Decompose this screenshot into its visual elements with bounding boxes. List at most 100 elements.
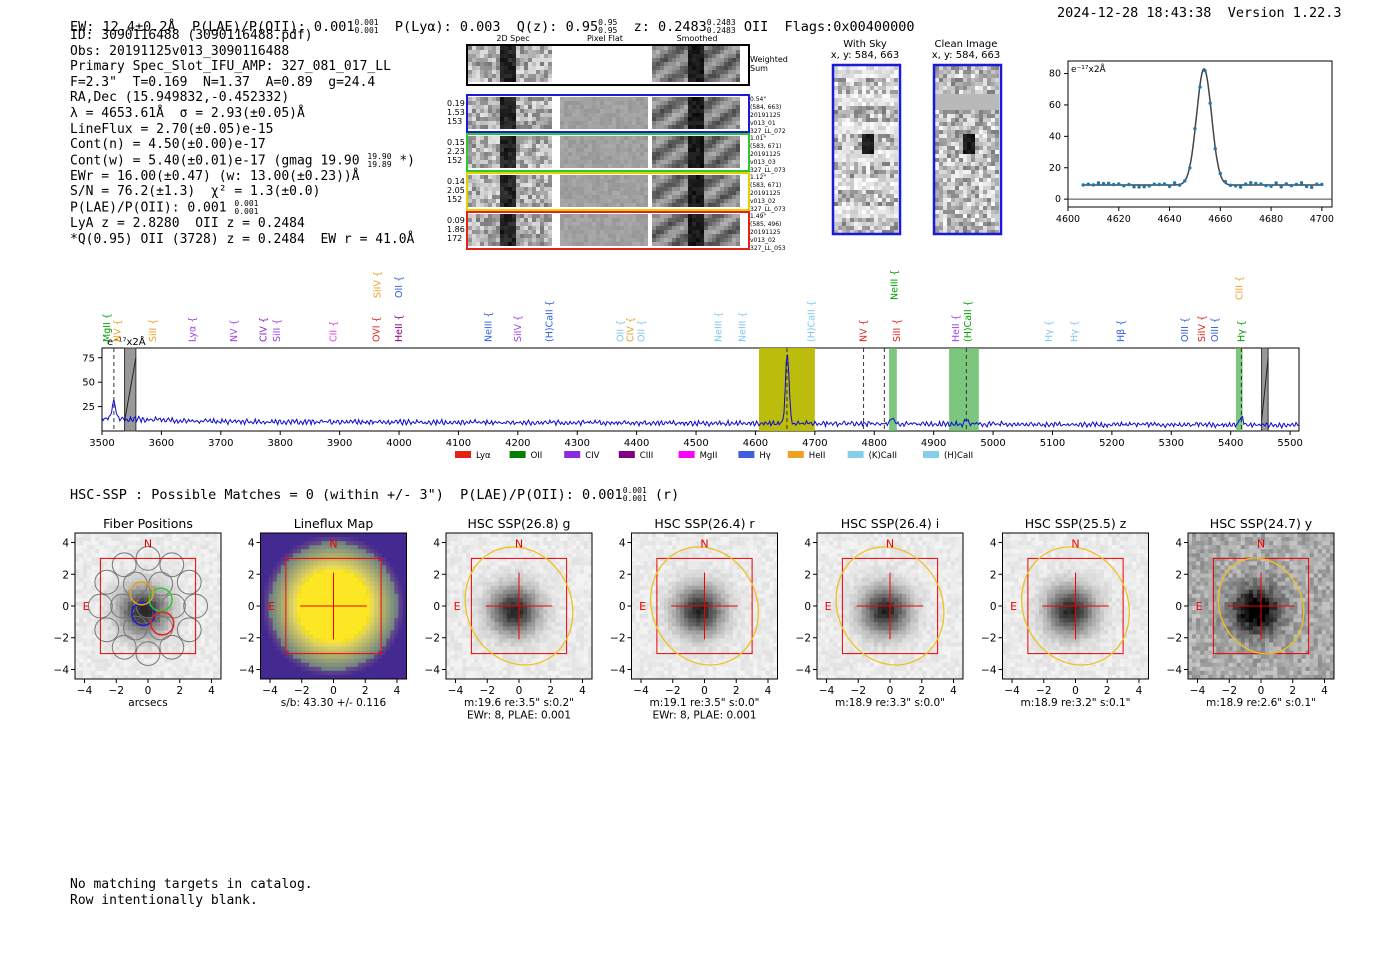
aperture-box — [99, 557, 197, 655]
fit-data-point — [1132, 185, 1136, 189]
emission-line-label: CIV { — [259, 317, 270, 342]
fit-data-point — [1254, 181, 1258, 186]
hsc-y-tick-label: 0 — [248, 601, 255, 613]
hsc-y-tick-label: −2 — [610, 633, 625, 645]
z-line-name: OII — [743, 19, 769, 35]
hsc-panel-caption: m:18.9 re:3.2" s:0.1" — [1021, 697, 1131, 709]
cutout-row-frame — [466, 172, 750, 211]
spectrum-x-tick-label: 5100 — [1040, 438, 1065, 449]
hsc-x-tick-label: −2 — [109, 685, 124, 697]
hsc-x-tick-label: 0 — [887, 685, 894, 697]
info-line: Obs: 20191125v013_3090116488 — [70, 43, 290, 59]
fit-y-tick-label: 60 — [1049, 100, 1061, 111]
hsc-y-tick-label: 2 — [62, 569, 69, 581]
cutout-row-value: 172 — [447, 234, 462, 243]
spectrum-x-tick-label: 3500 — [89, 438, 114, 449]
selected-fiber — [129, 581, 154, 606]
fit-data-point — [1198, 85, 1202, 89]
spectrum-band — [889, 348, 897, 431]
hsc-y-tick-label: 4 — [248, 538, 255, 550]
hsc-y-tick-label: −2 — [1167, 633, 1182, 645]
cutout-strip — [560, 214, 648, 246]
spectrum-x-tick-label: 4300 — [565, 438, 590, 449]
galaxy-ellipse — [464, 546, 574, 666]
aperture-box — [656, 557, 753, 655]
hsc-x-tick-label: −2 — [1036, 685, 1051, 697]
hsc-x-tick-label: −4 — [1004, 685, 1020, 697]
hsc-x-tick-label: 2 — [1289, 685, 1296, 697]
info-line: *Q(0.95) OII (3728) z = 0.2484 EW r = 41… — [70, 231, 415, 247]
hsc-y-tick-label: −4 — [1167, 664, 1183, 676]
fit-data-point — [1289, 184, 1294, 188]
fit-x-tick-label: 4600 — [1056, 214, 1080, 225]
clean-image — [935, 66, 999, 234]
cutout-row-meta: 327_LL_073 — [750, 167, 786, 174]
hsc-x-tick-label: 2 — [1104, 685, 1111, 697]
hsc-x-tick-label: 4 — [765, 685, 772, 697]
fit-data-point — [1203, 69, 1207, 73]
cutout-row-meta: v013_01 — [750, 120, 776, 127]
hsc-y-tick-label: 2 — [248, 569, 255, 581]
hsc-panel-caption: m:19.1 re:3.5" s:0.0" — [650, 697, 760, 709]
cutout-row-value: 0.14 — [447, 177, 465, 186]
hsc-x-tick-label: 0 — [145, 685, 152, 697]
legend-swatch — [618, 451, 635, 458]
spectrum-band — [1236, 348, 1243, 431]
fit-data-point — [1320, 182, 1324, 187]
hsc-panel: Fiber Positions N E −4 −4 −2 −2 0 0 2 2 4 4 arcsecs — [54, 516, 222, 709]
hsc-y-tick-label: 2 — [619, 569, 626, 581]
hsc-panel-caption: EWr: 8, PLAE: 0.001 — [652, 710, 756, 722]
fit-data-point — [1157, 182, 1162, 187]
info-line: EWr = 16.00(±0.47) (w: 13.00(±0.23))Å — [70, 168, 360, 184]
emission-line-label: NeIII { — [484, 312, 495, 342]
cutout-row-meta: 20191125 — [750, 190, 781, 197]
cutout-col-title: Pixel Flat — [587, 34, 623, 43]
hsc-x-tick-label: 4 — [950, 685, 957, 697]
fit-data-point — [1101, 181, 1106, 186]
hsc-y-tick-label: 0 — [433, 601, 440, 613]
hsc-x-tick-label: 4 — [208, 685, 215, 697]
east-label: E — [1010, 600, 1017, 613]
fit-data-point — [1315, 182, 1319, 186]
spectrum-x-tick-label: 3600 — [149, 438, 174, 449]
cutout-row-value: 2.23 — [447, 147, 465, 156]
fiber-circle — [122, 615, 148, 641]
spectrum-x-tick-label: 5400 — [1218, 438, 1243, 449]
fit-data-point — [1162, 182, 1167, 186]
galaxy-ellipse — [1020, 546, 1131, 666]
hsc-y-tick-label: 0 — [62, 601, 69, 613]
hsc-panel-title: HSC SSP(25.5) z — [1025, 516, 1127, 531]
emission-line-label: OII { — [394, 276, 405, 298]
spectrum-y-tick-label: 50 — [82, 378, 95, 389]
sky-image-coords: x, y: 584, 663 — [831, 50, 900, 61]
hsc-panel-title: HSC SSP(26.4) r — [654, 516, 755, 531]
east-label: E — [454, 600, 461, 613]
fit-x-tick-label: 4640 — [1157, 214, 1181, 225]
qz-value: Q(z): 0.95 — [516, 19, 599, 35]
emission-line-label: NeIII { — [889, 270, 900, 300]
footer-line-1: No matching targets in catalog. — [70, 877, 313, 892]
legend-label: Lyα — [476, 451, 491, 461]
fiber-circle — [176, 569, 202, 595]
emission-line-label: NeIII { — [714, 312, 725, 342]
emission-line-label: CII { — [329, 321, 340, 342]
hsc-panel-caption: EWr: 8, PLAE: 0.001 — [467, 710, 571, 722]
fit-data-point — [1183, 179, 1187, 183]
cutout-row-meta: (583, 671) — [750, 143, 781, 150]
cutout-row-meta: 1.12" — [750, 174, 766, 181]
sky-image-title: Clean Image — [935, 39, 998, 50]
fit-data-point — [1223, 179, 1228, 184]
ew-value: EW: 12.4±0.2Å — [70, 19, 176, 35]
hsc-x-tick-label: 0 — [516, 685, 523, 697]
fiber-circle — [159, 634, 185, 660]
fit-data-point — [1091, 183, 1096, 187]
cutout-row-value: 0.09 — [447, 216, 465, 225]
hsc-y-tick-label: −2 — [796, 633, 811, 645]
info-line: S/N = 76.2(±1.3) χ² = 1.3(±0.0) — [70, 184, 321, 200]
fit-data-point — [1142, 185, 1146, 189]
spectrum-y-tick-label: 25 — [82, 402, 95, 413]
emission-line-label: (H)CaII { — [806, 300, 817, 342]
spectrum-x-tick-label: 4800 — [862, 438, 887, 449]
emission-line-label: OIII { — [1210, 317, 1221, 342]
